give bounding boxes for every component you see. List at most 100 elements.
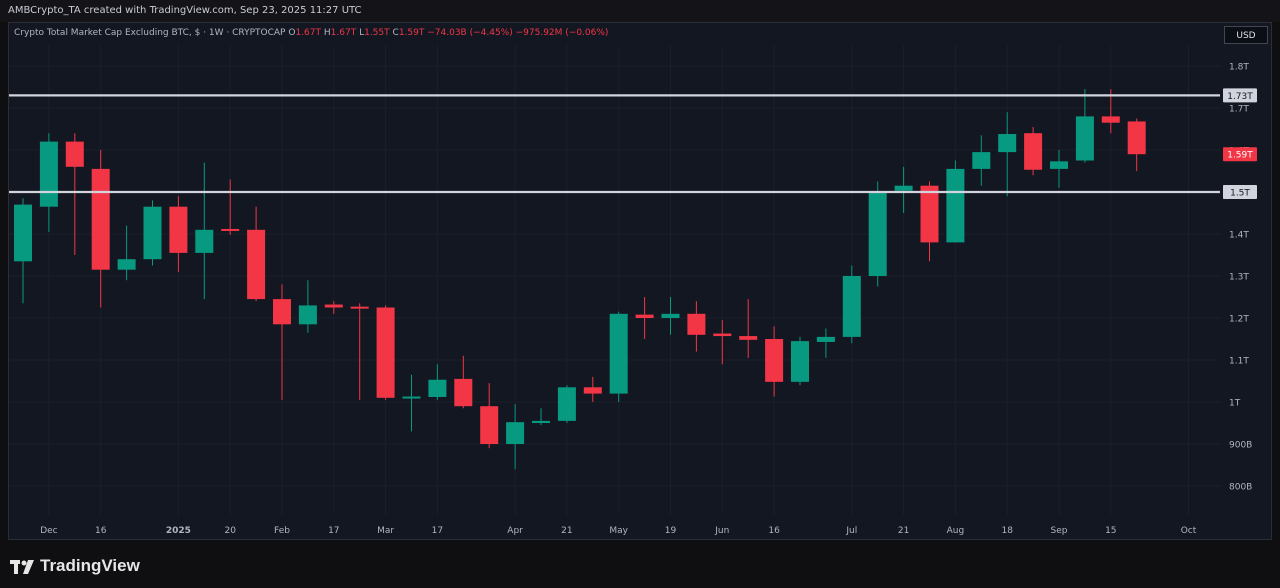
candle-body[interactable] [739, 336, 758, 340]
x-tick-label: Feb [274, 526, 290, 536]
x-tick-label: 2025 [166, 526, 191, 536]
close-value: 1.59T [398, 28, 425, 38]
credit-text: AMBCrypto_TA created with TradingView.co… [8, 5, 362, 16]
candle-body[interactable] [39, 141, 58, 207]
candle-body[interactable] [868, 192, 887, 276]
candle-body[interactable] [14, 204, 32, 262]
y-tick-label: 1.4T [1229, 231, 1249, 241]
y-tick-label: 1.3T [1229, 273, 1249, 283]
last-price-tag [1223, 147, 1257, 162]
low-value: 1.55T [364, 28, 390, 38]
y-tick-label: 1.8T [1229, 63, 1249, 73]
low-label: L [359, 28, 365, 38]
x-tick-label: 17 [328, 526, 339, 536]
symbol-name: Crypto Total Market Cap Excluding BTC, $… [14, 28, 286, 38]
x-tick-label: 15 [1105, 526, 1116, 536]
x-tick-label: Mar [377, 526, 394, 536]
x-tick-label: 20 [224, 526, 236, 536]
candle-body[interactable] [583, 387, 602, 394]
tradingview-logo-icon [10, 559, 36, 574]
x-tick-label: Apr [507, 526, 523, 536]
change-value: −74.03B (−4.45%) [427, 28, 513, 38]
x-tick-label: Aug [947, 526, 965, 536]
symbol-legend: Crypto Total Market Cap Excluding BTC, $… [14, 28, 608, 38]
candle-body[interactable] [454, 378, 473, 407]
x-tick-label: Jun [714, 526, 729, 536]
level-price-label: 1.73T [1227, 92, 1253, 102]
x-tick-label: 16 [95, 526, 107, 536]
y-tick-label: 800B [1229, 483, 1252, 493]
last-price-label: 1.59T [1227, 151, 1253, 161]
candle-body[interactable] [532, 420, 550, 423]
y-tick-label: 1.1T [1229, 357, 1249, 367]
level-price-label: 1.5T [1230, 189, 1250, 199]
candle-body[interactable] [169, 206, 188, 253]
tradingview-logo: TradingView [10, 556, 140, 576]
candle-body[interactable] [247, 229, 266, 300]
candle-body[interactable] [1127, 121, 1146, 155]
brand-name: TradingView [40, 556, 140, 575]
candle-body[interactable] [324, 304, 343, 308]
candle-body[interactable] [117, 259, 136, 270]
candle-body[interactable] [946, 168, 965, 243]
candle-body[interactable] [816, 336, 835, 342]
candle-body[interactable] [376, 307, 395, 398]
x-tick-label: Sep [1051, 526, 1068, 536]
x-tick-label: 21 [898, 526, 909, 536]
x-tick-label: 17 [432, 526, 443, 536]
candle-body[interactable] [1101, 116, 1120, 123]
candle-body[interactable] [298, 305, 317, 325]
candle-body[interactable] [635, 314, 654, 318]
candle-body[interactable] [1024, 133, 1043, 170]
candle-body[interactable] [1050, 161, 1068, 169]
candle-body[interactable] [998, 134, 1017, 153]
candle-body[interactable] [920, 185, 939, 243]
candle-body[interactable] [713, 333, 732, 337]
candle-body[interactable] [791, 341, 809, 382]
candle-body[interactable] [91, 168, 110, 270]
footer-bar [0, 540, 1280, 588]
open-value: 1.67T [295, 28, 321, 38]
candle-body[interactable] [143, 206, 162, 260]
x-tick-label: 21 [561, 526, 572, 536]
candle-body[interactable] [221, 228, 240, 231]
candle-body[interactable] [402, 396, 421, 399]
candle-body[interactable] [1075, 116, 1094, 161]
candle-body[interactable] [428, 379, 447, 397]
candle-body[interactable] [842, 276, 861, 337]
candle-body[interactable] [350, 306, 369, 309]
x-tick-label: Jul [845, 526, 857, 536]
candle-body[interactable] [765, 339, 784, 382]
high-label: H [323, 28, 331, 38]
candle-body[interactable] [273, 299, 291, 325]
x-tick-label: May [609, 526, 628, 536]
candle-body[interactable] [894, 185, 913, 191]
y-tick-label: 1.7T [1229, 105, 1249, 115]
y-tick-label: 900B [1229, 441, 1252, 451]
candle-body[interactable] [65, 141, 84, 167]
y-tick-label: 1.2T [1229, 315, 1249, 325]
high-value: 1.67T [330, 28, 357, 38]
candle-body[interactable] [195, 229, 214, 253]
candle-body[interactable] [506, 422, 525, 444]
x-tick-label: 18 [1001, 526, 1013, 536]
x-tick-label: Dec [40, 526, 57, 536]
candle-body[interactable] [687, 313, 706, 335]
credit-bar: AMBCrypto_TA created with TradingView.co… [0, 0, 1280, 22]
candle-body[interactable] [557, 387, 576, 421]
y-tick-label: 1T [1229, 399, 1241, 409]
close-label: C [392, 28, 399, 38]
candle-body[interactable] [972, 152, 991, 169]
x-tick-label: 19 [665, 526, 677, 536]
candle-body[interactable] [609, 313, 628, 394]
x-tick-label: Oct [1181, 526, 1197, 536]
open-label: O [288, 28, 296, 38]
currency-button[interactable]: USD [1224, 26, 1268, 44]
volume-value: −975.92M (−0.06%) [515, 28, 609, 38]
candle-body[interactable] [480, 406, 499, 444]
level-price-tag [1223, 185, 1257, 199]
candle-body[interactable] [661, 313, 680, 318]
candlestick-chart[interactable]: 800B900B1T1.1T1.2T1.3T1.4T1.5T1.6T1.7T1.… [0, 0, 1280, 540]
x-tick-label: 16 [768, 526, 780, 536]
level-price-tag [1223, 88, 1257, 103]
